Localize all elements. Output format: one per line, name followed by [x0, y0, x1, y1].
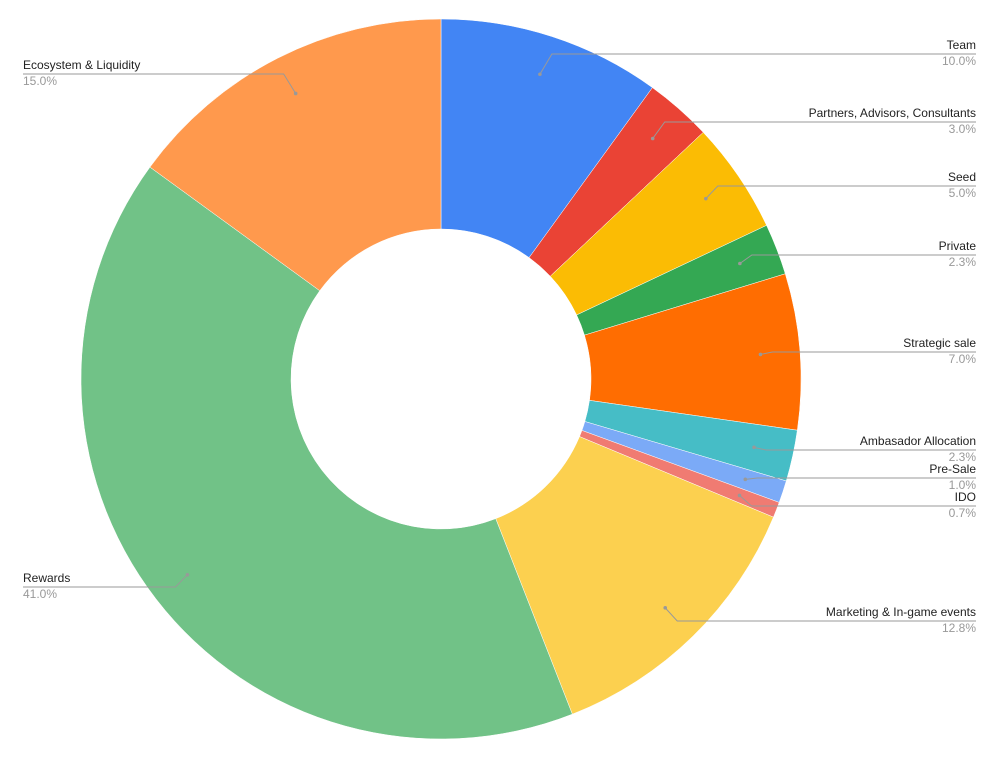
leader-dot: [704, 196, 708, 201]
legend-label: Ecosystem & Liquidity: [23, 58, 140, 72]
legend-label: IDO: [955, 490, 976, 504]
legend-label: Seed: [948, 170, 976, 184]
value-label: 7.0%: [949, 352, 977, 366]
value-label: 5.0%: [949, 186, 977, 200]
leader-line: [705, 185, 976, 199]
donut-slice: [495, 436, 774, 715]
leader-dot: [663, 606, 668, 610]
legend-label: Rewards: [23, 571, 70, 585]
leader-dot: [743, 477, 748, 482]
value-label: 10.0%: [942, 54, 976, 68]
legend-label: Marketing & In-game events: [826, 605, 976, 619]
value-label: 12.8%: [942, 621, 976, 635]
leader-dot: [538, 72, 542, 77]
legend-label: Partners, Advisors, Consultants: [809, 106, 976, 120]
legend-label: Private: [939, 239, 977, 253]
value-label: 2.3%: [949, 255, 977, 269]
leader-line: [664, 607, 976, 622]
leader-dot: [752, 445, 756, 450]
legend-label: Strategic sale: [903, 336, 976, 350]
leader-dot: [738, 261, 742, 266]
leader-line: [539, 53, 976, 75]
donut-slice: [440, 18, 653, 258]
donut-slice: [80, 166, 573, 740]
leader-dot: [758, 352, 763, 357]
leader-line: [652, 121, 976, 139]
legend-label: Pre-Sale: [929, 462, 976, 476]
value-label: 1.0%: [949, 478, 977, 492]
value-label: 0.7%: [949, 506, 977, 520]
leader-dot: [185, 573, 190, 577]
value-label: 3.0%: [949, 122, 977, 136]
value-label: 15.0%: [23, 74, 57, 88]
donut-slice: [149, 18, 442, 292]
leader-line: [745, 477, 976, 480]
legend-label: Team: [947, 38, 976, 52]
value-label: 41.0%: [23, 587, 57, 601]
leader-line: [739, 495, 976, 507]
leader-line: [23, 73, 297, 94]
leader-line: [753, 446, 976, 451]
leader-line: [23, 574, 188, 588]
leader-lines: [23, 53, 976, 622]
leader-dot: [293, 91, 298, 96]
legend-label: Ambasador Allocation: [860, 434, 976, 448]
value-label: 2.3%: [949, 450, 977, 464]
leader-dot: [737, 493, 742, 498]
leader-dot: [650, 136, 655, 141]
leader-line: [760, 351, 976, 355]
leader-line: [739, 254, 976, 264]
